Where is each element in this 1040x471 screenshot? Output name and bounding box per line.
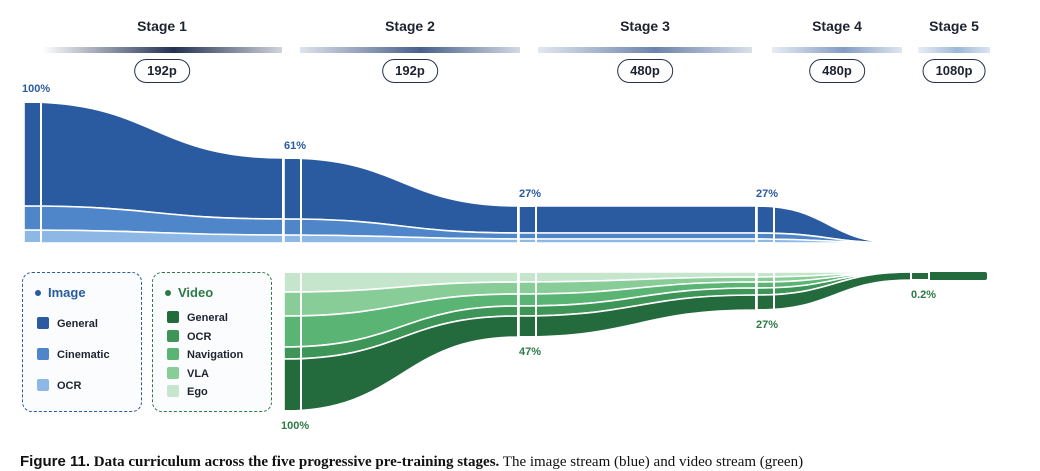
image-ocr-swatch [37,379,49,392]
video-legend-item-general: General [167,311,228,324]
image-legend-dot [35,289,41,296]
stage-3-bar [538,47,752,53]
video-legend-item-vla: VLA [167,367,209,380]
stage-2-header: Stage 2 192p [300,0,520,100]
image-pct-stage-2: 61% [284,140,306,152]
image-general-flow-3 [518,205,758,234]
stage-node-marker [755,271,775,311]
image-legend-item-cinematic: Cinematic [37,348,110,361]
video-general-stage-5-bar [912,272,987,280]
video-pct-stage-4: 27% [756,319,778,331]
image-stream-flows [23,101,901,244]
video-ego-swatch [167,385,179,398]
image-pct-stage-1: 100% [22,83,50,95]
video-pct-stage-5: 0.2% [911,289,936,301]
caption-title: Data curriculum across the five progress… [93,454,500,470]
image-ocr-flow-3 [518,238,758,244]
stage-3-header: Stage 3 480p [538,0,752,100]
video-general-swatch [167,311,179,324]
stage-node-marker [22,101,42,244]
stage-node-marker [910,271,930,281]
stage-2-title: Stage 2 [385,18,435,34]
stage-1-header: Stage 1 192p [42,0,282,100]
stage-3-resolution: 480p [617,59,673,83]
video-stream-flows [283,271,987,412]
image-legend: Image General Cinematic OCR [22,272,142,412]
flow-diagram: 100% 61% 27% 27% 100% 47% 27% 0.2% [22,83,987,432]
stage-2-resolution: 192p [382,59,438,83]
stage-1-title: Stage 1 [137,18,187,34]
image-pct-stage-3: 27% [519,188,541,200]
image-pct-stage-4: 27% [756,188,778,200]
stage-node-marker [517,205,537,244]
video-legend-title: Video [165,285,213,300]
image-legend-item-general: General [37,317,98,330]
stage-node-marker [282,271,302,412]
video-pct-stage-1: 100% [281,420,309,432]
video-pct-stage-3: 47% [519,346,541,358]
image-cinematic-swatch [37,348,49,361]
stage-1-bar [42,47,282,53]
image-general-swatch [37,317,49,330]
stage-1-resolution: 192p [134,59,190,83]
image-cinematic-flow-3 [518,232,758,240]
caption-text: The image stream (blue) and video stream… [502,454,804,470]
stage-node-marker [755,205,775,244]
stage-node-marker [517,271,537,338]
stage-2-bar [300,47,520,53]
video-vla-swatch [167,367,179,380]
stage-5-title: Stage 5 [929,18,979,34]
image-general-flow-1 [23,101,285,220]
video-legend: Video General OCR Navigation VLA Ego [152,272,272,412]
video-ocr-swatch [167,330,179,343]
video-navigation-swatch [167,348,179,361]
video-legend-item-ocr: OCR [167,330,211,343]
stage-4-resolution: 480p [809,59,865,83]
image-ocr-flow-4 [756,238,901,244]
stage-5-header: Stage 5 1080p [918,0,990,100]
stage-5-resolution: 1080p [922,59,986,83]
stage-markers [22,101,930,412]
video-legend-item-ego: Ego [167,385,208,398]
stage-4-header: Stage 4 480p [772,0,902,100]
stage-node-marker [282,157,302,244]
stage-3-title: Stage 3 [620,18,670,34]
stage-headers: Stage 1 192p Stage 2 192p Stage 3 480p S… [0,0,1040,100]
video-legend-dot [165,289,171,296]
stage-4-title: Stage 4 [812,18,862,34]
stage-5-bar [918,47,990,53]
image-legend-title: Image [35,285,86,300]
caption-label: Figure 11. [20,453,91,470]
image-legend-item-ocr: OCR [37,379,81,392]
video-legend-item-navigation: Navigation [167,348,243,361]
figure-caption: Figure 11. Data curriculum across the fi… [20,453,1030,471]
stage-4-bar [772,47,902,53]
